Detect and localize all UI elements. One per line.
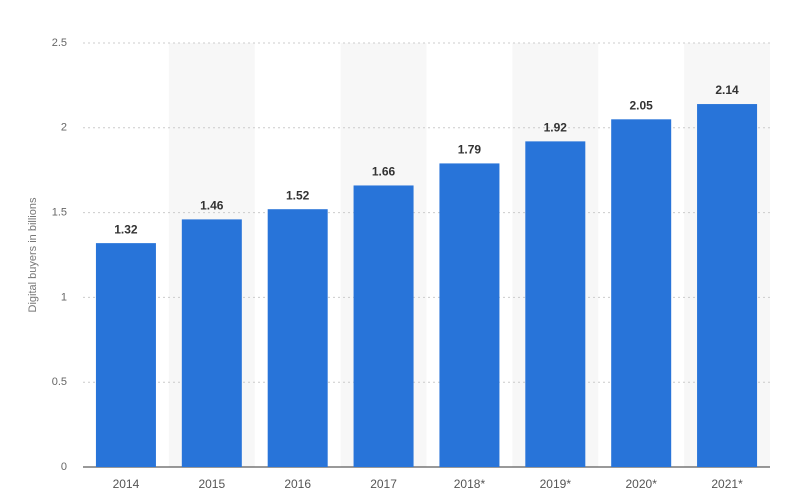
x-tick-label: 2020*	[626, 477, 658, 491]
bar	[267, 209, 328, 467]
bar	[353, 185, 414, 468]
bar	[525, 141, 586, 468]
x-tick-label: 2016	[284, 477, 311, 491]
bar	[95, 243, 156, 467]
value-label: 1.92	[544, 121, 568, 135]
x-tick-label: 2021*	[711, 477, 743, 491]
x-tick-label: 2015	[198, 477, 225, 491]
value-label: 1.79	[458, 143, 482, 157]
y-tick-label: 1.5	[52, 207, 67, 219]
x-tick-label: 2017	[370, 477, 397, 491]
value-label: 1.46	[200, 199, 224, 213]
y-tick-label: 2.5	[52, 37, 67, 49]
x-tick-label: 2014	[113, 477, 140, 491]
bar	[697, 104, 758, 467]
bar	[611, 119, 672, 467]
y-tick-label: 2	[61, 122, 67, 134]
y-tick-label: 0	[61, 461, 67, 473]
y-tick-label: 0.5	[52, 376, 67, 388]
x-tick-label: 2018*	[454, 477, 486, 491]
bar	[181, 219, 242, 467]
y-axis-label: Digital buyers in billions	[27, 197, 39, 312]
y-tick-label: 1	[61, 291, 67, 303]
value-label: 1.32	[114, 222, 138, 236]
value-label: 2.14	[715, 83, 739, 97]
value-label: 1.52	[286, 188, 310, 202]
bar	[439, 163, 500, 467]
value-label: 1.66	[372, 165, 396, 179]
x-tick-label: 2019*	[540, 477, 572, 491]
value-label: 2.05	[630, 98, 654, 112]
